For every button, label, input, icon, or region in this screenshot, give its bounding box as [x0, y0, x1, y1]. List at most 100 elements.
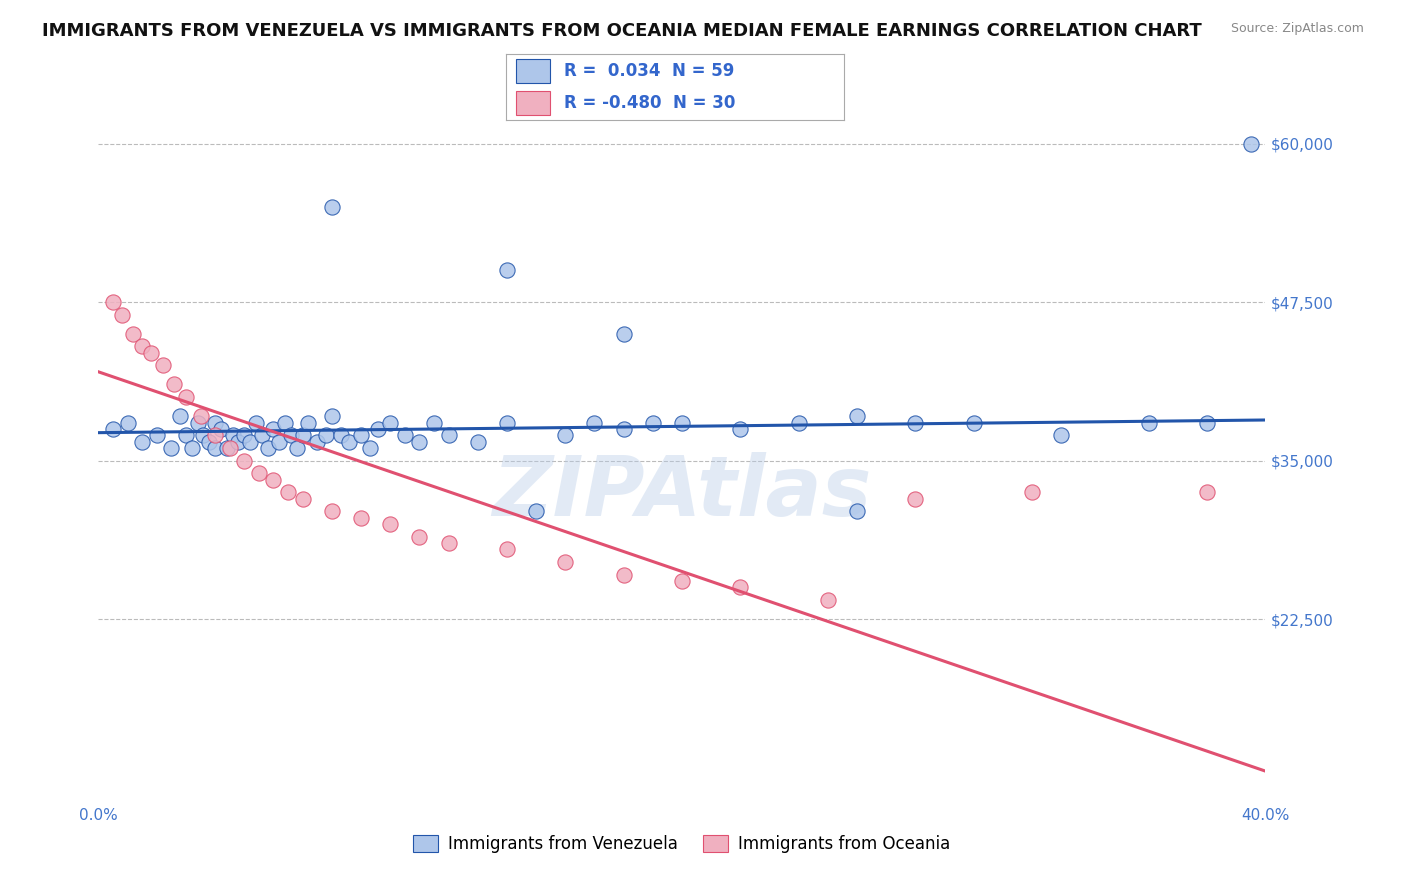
- Point: [1050, 428, 1073, 442]
- Text: Source: ZipAtlas.com: Source: ZipAtlas.com: [1230, 22, 1364, 36]
- Point: [160, 441, 183, 455]
- Point: [247, 467, 270, 481]
- Text: R = -0.480  N = 30: R = -0.480 N = 30: [564, 94, 735, 112]
- Point: [152, 359, 174, 373]
- Point: [337, 434, 360, 449]
- Point: [612, 326, 634, 341]
- Point: [367, 422, 389, 436]
- Text: ZIPAtlas: ZIPAtlas: [492, 451, 872, 533]
- Point: [1195, 485, 1218, 500]
- Point: [180, 441, 202, 455]
- Point: [174, 390, 197, 404]
- Point: [204, 428, 226, 442]
- Point: [233, 428, 256, 442]
- Bar: [516, 59, 550, 83]
- Point: [122, 326, 145, 341]
- Point: [554, 428, 576, 442]
- Point: [250, 428, 273, 442]
- Point: [297, 416, 319, 430]
- Point: [285, 441, 308, 455]
- Point: [131, 339, 153, 353]
- Point: [467, 434, 489, 449]
- Point: [1021, 485, 1043, 500]
- Bar: [516, 91, 550, 115]
- Point: [359, 441, 381, 455]
- Point: [408, 530, 430, 544]
- Point: [1195, 416, 1218, 430]
- Point: [221, 428, 243, 442]
- Point: [817, 593, 839, 607]
- Point: [307, 434, 329, 449]
- Point: [496, 263, 519, 277]
- Point: [274, 416, 297, 430]
- Point: [262, 422, 284, 436]
- Point: [730, 422, 752, 436]
- Point: [228, 434, 250, 449]
- Point: [163, 377, 186, 392]
- Point: [321, 504, 343, 518]
- Point: [1137, 416, 1160, 430]
- Point: [262, 473, 284, 487]
- Point: [209, 422, 232, 436]
- Point: [269, 434, 291, 449]
- Point: [291, 491, 314, 506]
- Point: [215, 441, 238, 455]
- Point: [408, 434, 430, 449]
- Point: [846, 504, 869, 518]
- Point: [1240, 136, 1263, 151]
- Point: [787, 416, 810, 430]
- Point: [218, 441, 240, 455]
- Point: [350, 428, 373, 442]
- Point: [641, 416, 664, 430]
- Point: [612, 567, 634, 582]
- Point: [315, 428, 337, 442]
- Point: [101, 422, 124, 436]
- Point: [437, 536, 460, 550]
- Point: [117, 416, 139, 430]
- Point: [496, 542, 519, 557]
- Point: [904, 416, 927, 430]
- Point: [204, 441, 226, 455]
- Legend: Immigrants from Venezuela, Immigrants from Oceania: Immigrants from Venezuela, Immigrants fr…: [406, 828, 957, 860]
- Point: [730, 580, 752, 594]
- Point: [329, 428, 352, 442]
- Point: [277, 485, 299, 500]
- Point: [904, 491, 927, 506]
- Point: [380, 416, 402, 430]
- Point: [280, 428, 302, 442]
- Point: [671, 574, 693, 588]
- Text: R =  0.034  N = 59: R = 0.034 N = 59: [564, 62, 734, 80]
- Point: [169, 409, 191, 424]
- Point: [962, 416, 984, 430]
- Point: [321, 409, 343, 424]
- Point: [423, 416, 446, 430]
- Point: [583, 416, 606, 430]
- Point: [291, 428, 314, 442]
- Point: [131, 434, 153, 449]
- Point: [111, 308, 134, 322]
- Point: [394, 428, 416, 442]
- Point: [671, 416, 693, 430]
- Point: [350, 510, 373, 524]
- Point: [380, 516, 402, 531]
- Point: [204, 416, 226, 430]
- Point: [139, 346, 162, 360]
- Point: [245, 416, 267, 430]
- Point: [190, 409, 212, 424]
- Point: [321, 200, 343, 214]
- Point: [233, 453, 256, 467]
- Point: [198, 434, 221, 449]
- Text: IMMIGRANTS FROM VENEZUELA VS IMMIGRANTS FROM OCEANIA MEDIAN FEMALE EARNINGS CORR: IMMIGRANTS FROM VENEZUELA VS IMMIGRANTS …: [42, 22, 1202, 40]
- Point: [101, 295, 124, 310]
- Point: [496, 416, 519, 430]
- Point: [612, 422, 634, 436]
- Point: [846, 409, 869, 424]
- Point: [193, 428, 215, 442]
- Point: [437, 428, 460, 442]
- Point: [146, 428, 169, 442]
- Point: [554, 555, 576, 569]
- Point: [524, 504, 547, 518]
- Point: [239, 434, 262, 449]
- Point: [256, 441, 278, 455]
- Point: [174, 428, 197, 442]
